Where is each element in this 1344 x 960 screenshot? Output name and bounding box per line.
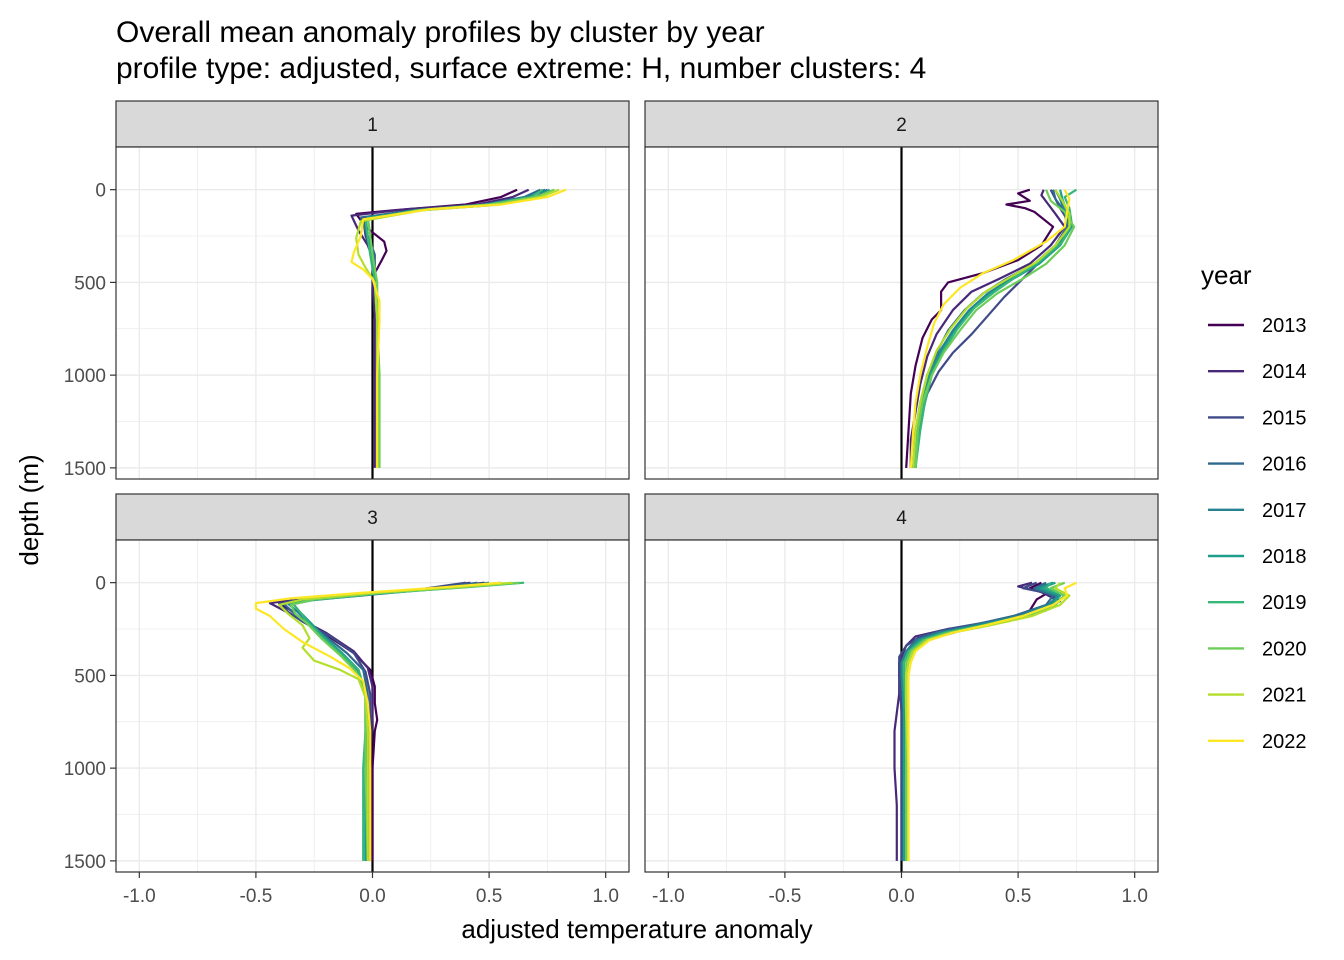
panel-border [115,146,630,480]
x-tick-label: -1.0 [652,886,685,907]
x-tick-label: 0.0 [359,886,385,907]
panel-strip-label: 2 [896,115,907,136]
x-tick-label: -1.0 [123,886,156,907]
legend-label: 2015 [1262,407,1307,429]
panel-strip [644,493,1159,541]
legend: year 2013 2014 2015 2016 2017 2018 2019 2020 202… [1201,260,1307,753]
series-line-2014 [893,581,1057,861]
x-tick-label: 0.0 [888,886,914,907]
x-tick-label: 1.0 [1121,886,1147,907]
series-line-2021 [912,189,1071,468]
series-lines [350,188,567,468]
legend-item-2020: 2020 [1208,638,1307,660]
panel-strip-label: 3 [367,508,378,529]
series-line-2020 [914,189,1076,468]
panel-strip-label: 1 [367,115,378,136]
series-line-2022 [907,581,1077,861]
series-lines [905,188,1077,469]
panel-1: 1 [115,100,630,480]
legend-title: year [1201,260,1252,290]
x-tick-label: 0.5 [1005,886,1031,907]
x-tick-label: 1.0 [592,886,618,907]
y-tick-label: 0 [95,181,106,202]
panels: 1 2 3 4 [115,100,1159,873]
y-tick-label: 1000 [64,759,106,780]
legend-label: 2019 [1262,592,1307,614]
legend-label: 2020 [1262,638,1307,660]
legend-item-2014: 2014 [1208,361,1307,383]
legend-item-2018: 2018 [1208,546,1307,568]
y-tick-label: 1500 [64,459,106,480]
series-lines [893,581,1077,861]
series-line-2014 [350,188,530,468]
legend-item-2017: 2017 [1208,500,1307,522]
panel-strip-label: 4 [896,508,907,529]
y-axis-label: depth (m) [14,454,44,565]
series-line-2015 [914,189,1071,469]
legend-label: 2016 [1262,454,1307,476]
legend-label: 2014 [1262,361,1307,383]
panel-border [644,146,1159,480]
panel-4: 4 [644,493,1159,873]
legend-label: 2022 [1262,731,1307,753]
panel-strip [115,100,630,148]
y-tick-label: 1000 [64,366,106,387]
series-line-2022 [254,581,501,861]
legend-item-2016: 2016 [1208,454,1307,476]
legend-label: 2013 [1262,315,1307,337]
x-tick-label: -0.5 [769,886,802,907]
chart-title: Overall mean anomaly profiles by cluster… [116,16,765,49]
legend-item-2015: 2015 [1208,407,1307,429]
axes: 0 500 1000 1500 0 500 1000 1500 -1.0 -0.5 0.0 0.5 1.… [64,181,1148,907]
legend-item-2022: 2022 [1208,731,1307,753]
panel-2: 2 [644,100,1159,480]
y-tick-label: 0 [95,574,106,595]
legend-label: 2021 [1262,685,1307,707]
y-tick-label: 1500 [64,852,106,873]
panel-strip [644,100,1159,148]
y-tick-label: 500 [74,666,106,687]
series-lines [254,581,525,861]
legend-item-2021: 2021 [1208,685,1307,707]
x-tick-label: -0.5 [240,886,273,907]
series-line-2014 [909,189,1066,468]
legend-label: 2017 [1262,500,1307,522]
legend-item-2019: 2019 [1208,592,1307,614]
series-line-2022 [909,189,1071,468]
legend-label: 2018 [1262,546,1307,568]
y-tick-label: 500 [74,273,106,294]
series-line-2022 [350,188,567,468]
x-tick-label: 0.5 [476,886,502,907]
chart-subtitle: profile type: adjusted, surface extreme:… [116,52,926,85]
x-axis-label: adjusted temperature anomaly [461,914,812,944]
panel-3: 3 [115,493,630,873]
panel-strip [115,493,630,541]
legend-item-2013: 2013 [1208,315,1307,337]
